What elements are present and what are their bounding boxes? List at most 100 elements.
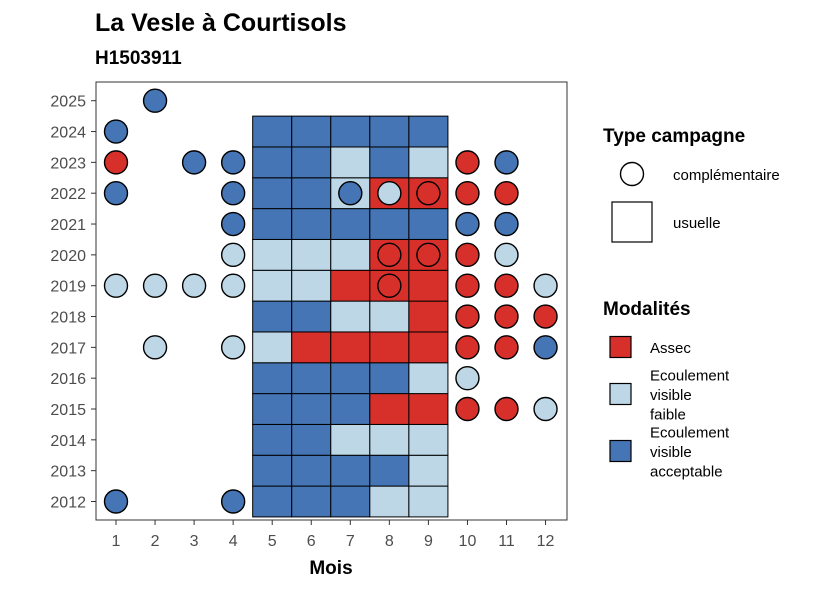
tile-2014-6 bbox=[291, 423, 332, 456]
legend-square-icon bbox=[611, 201, 653, 243]
y-tick-label: 2020 bbox=[50, 248, 86, 265]
x-tick-label: 8 bbox=[385, 533, 394, 550]
point-2019-2 bbox=[142, 273, 168, 298]
chart-subtitle: H1503911 bbox=[95, 48, 182, 69]
tile-2021-6 bbox=[291, 208, 332, 240]
y-tick-label: 2019 bbox=[50, 279, 86, 296]
point-2017-2 bbox=[142, 335, 168, 360]
x-tick-label: 10 bbox=[459, 533, 477, 550]
y-tick-label: 2016 bbox=[50, 371, 86, 388]
usuelle-tiles bbox=[252, 115, 449, 518]
tile-2019-7 bbox=[330, 269, 371, 302]
tile-2019-9 bbox=[408, 269, 449, 302]
point-2016-10 bbox=[455, 365, 480, 391]
tile-2017-5 bbox=[252, 331, 293, 364]
legend-fill-label: Assec bbox=[650, 340, 691, 357]
tile-2018-7 bbox=[330, 300, 371, 333]
tile-2016-7 bbox=[330, 362, 371, 395]
point-2019-4 bbox=[220, 273, 246, 298]
legend-shape-label: complémentaire bbox=[673, 167, 780, 184]
legend-shape-label: usuelle bbox=[673, 215, 721, 232]
point-2021-11 bbox=[494, 211, 519, 237]
legend-fill-label: Ecoulement bbox=[650, 425, 730, 442]
tile-2015-6 bbox=[291, 393, 332, 425]
tile-2015-5 bbox=[252, 393, 293, 425]
tile-2014-7 bbox=[330, 423, 371, 456]
point-2022-8 bbox=[377, 180, 402, 206]
tile-2020-6 bbox=[291, 238, 332, 271]
legend-fill-label: Ecoulement bbox=[650, 368, 730, 385]
y-tick-label: 2024 bbox=[50, 125, 86, 142]
legend-swatch-faible bbox=[609, 382, 632, 406]
y-tick-label: 2021 bbox=[50, 217, 86, 234]
tile-2013-9 bbox=[408, 454, 449, 487]
point-2022-11 bbox=[494, 180, 519, 206]
tile-2018-5 bbox=[252, 300, 293, 333]
tile-2017-8 bbox=[369, 331, 410, 364]
point-2017-4 bbox=[220, 335, 246, 360]
tile-2022-5 bbox=[252, 177, 293, 210]
point-2024-1 bbox=[103, 119, 129, 144]
point-2019-10 bbox=[455, 273, 480, 298]
y-tick-label: 2015 bbox=[50, 402, 86, 419]
y-tick-label: 2013 bbox=[50, 464, 86, 481]
point-2023-3 bbox=[181, 150, 207, 175]
point-2018-10 bbox=[455, 304, 480, 329]
tile-2017-7 bbox=[330, 331, 371, 364]
tile-2016-5 bbox=[252, 362, 293, 395]
tile-2016-8 bbox=[369, 362, 410, 395]
point-2020-9 bbox=[416, 242, 441, 268]
tile-2018-8 bbox=[369, 300, 410, 333]
tile-2017-9 bbox=[408, 331, 449, 364]
x-tick-label: 9 bbox=[424, 533, 433, 550]
chart-title: La Vesle à Courtisols bbox=[95, 9, 347, 37]
tile-2023-5 bbox=[252, 146, 293, 179]
y-tick-label: 2017 bbox=[50, 340, 86, 357]
tile-2023-7 bbox=[330, 146, 371, 179]
legend-type-campagne: Type campagne complémentaire usuelle bbox=[603, 126, 780, 243]
tile-2024-8 bbox=[369, 115, 410, 148]
point-2012-1 bbox=[103, 489, 129, 514]
tile-2013-6 bbox=[291, 454, 332, 487]
point-2018-11 bbox=[494, 304, 519, 329]
point-2015-10 bbox=[455, 396, 480, 422]
point-2012-4 bbox=[220, 489, 246, 514]
point-2022-10 bbox=[455, 180, 480, 206]
legend-fill-label: visible bbox=[650, 444, 692, 461]
tile-2021-8 bbox=[369, 208, 410, 240]
point-2019-1 bbox=[103, 273, 129, 298]
legend-fill-label: faible bbox=[650, 407, 686, 424]
x-tick-label: 11 bbox=[498, 533, 515, 550]
tile-2012-6 bbox=[291, 485, 332, 518]
tile-2021-9 bbox=[408, 208, 449, 240]
point-2017-12 bbox=[533, 335, 558, 360]
point-2018-12 bbox=[533, 304, 558, 329]
point-2015-11 bbox=[494, 396, 519, 422]
point-2025-2 bbox=[142, 88, 168, 113]
point-2023-11 bbox=[494, 150, 519, 175]
tile-2012-7 bbox=[330, 485, 371, 518]
tile-2014-5 bbox=[252, 423, 293, 456]
tile-2014-9 bbox=[408, 423, 449, 456]
point-2019-3 bbox=[181, 273, 207, 298]
tile-2019-5 bbox=[252, 269, 293, 302]
point-2019-8 bbox=[377, 273, 402, 298]
tile-2014-8 bbox=[369, 423, 410, 456]
x-tick-label: 2 bbox=[151, 533, 160, 550]
point-2017-11 bbox=[494, 335, 519, 360]
y-tick-label: 2012 bbox=[50, 495, 86, 512]
legend-fill-label: acceptable bbox=[650, 464, 723, 481]
tile-2020-5 bbox=[252, 238, 293, 271]
x-tick-label: 1 bbox=[112, 533, 121, 550]
tile-2012-9 bbox=[408, 485, 449, 518]
tile-2024-7 bbox=[330, 115, 371, 148]
tile-2013-7 bbox=[330, 454, 371, 487]
y-tick-label: 2025 bbox=[50, 94, 86, 111]
point-2022-7 bbox=[338, 180, 363, 206]
x-tick-label: 3 bbox=[190, 533, 199, 550]
complementaire-points bbox=[103, 88, 558, 514]
y-axis: 2012 2013 2014 2015 2016 2017 2018 2019 2020 2021… bbox=[50, 94, 96, 512]
point-2021-4 bbox=[220, 211, 246, 237]
tile-2016-6 bbox=[291, 362, 332, 395]
